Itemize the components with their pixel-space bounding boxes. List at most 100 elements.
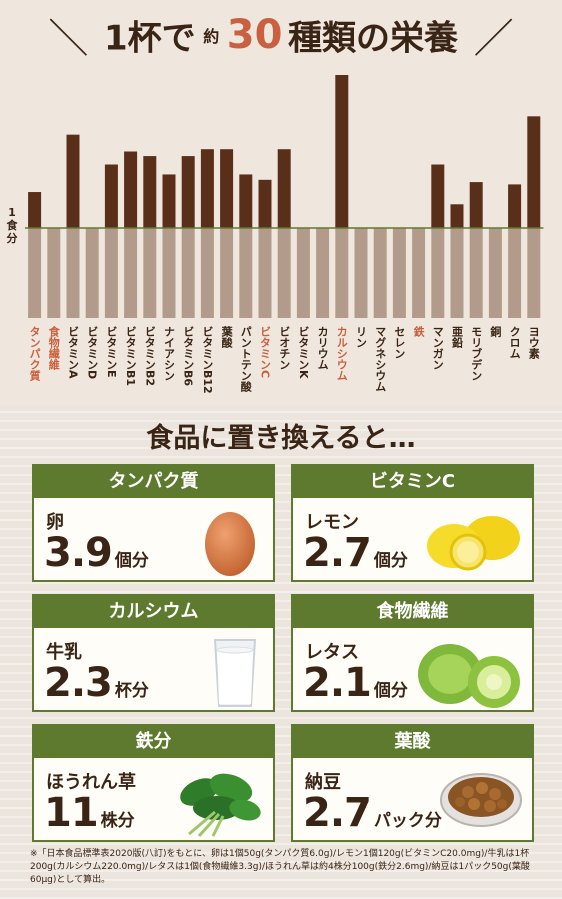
bar-2 xyxy=(66,134,80,228)
bar-10 xyxy=(220,149,234,228)
card-amount-number: 3.9 xyxy=(44,530,113,576)
category-label-9: ビタミンB12 xyxy=(201,326,214,394)
reference-label-char: 食 xyxy=(7,218,19,232)
card-folic-acid: 葉酸 納豆 2.7 パック分 xyxy=(291,724,534,842)
lettuce-icon xyxy=(418,644,520,708)
bar-9 xyxy=(200,149,214,228)
card-amount: 3.9 個分 xyxy=(44,530,149,576)
card-amount-number: 2.7 xyxy=(303,530,372,576)
card-amount-unit: 株分 xyxy=(100,811,135,831)
bar-base-6 xyxy=(143,228,157,318)
category-label-21: マンガン xyxy=(431,326,444,370)
category-label-23: モリブデン xyxy=(470,326,483,381)
natto-icon xyxy=(440,773,522,827)
milk-glass-icon xyxy=(213,639,257,707)
category-label-10: 葉酸 xyxy=(220,325,234,349)
bar-base-20 xyxy=(412,228,426,318)
category-label-17: リン xyxy=(355,326,368,348)
left-slash-decoration: ＼ xyxy=(48,16,89,62)
card-calcium: カルシウム 牛乳 2.3 杯分 xyxy=(32,594,275,712)
bar-base-3 xyxy=(85,228,99,318)
card-food-name: 牛乳 xyxy=(46,642,82,663)
bar-6 xyxy=(143,156,157,228)
category-label-14: ビタミンK xyxy=(297,326,310,379)
bar-16 xyxy=(335,75,349,228)
title-part-approx: 約 xyxy=(203,27,220,46)
card-header: 鉄分 xyxy=(34,726,273,758)
card-food-name: 納豆 xyxy=(305,772,341,793)
category-label-4: ビタミンE xyxy=(105,326,118,378)
card-amount: 2.3 杯分 xyxy=(44,660,149,706)
category-label-18: マグネシウム xyxy=(374,326,387,392)
category-label-8: ビタミンB6 xyxy=(182,326,195,387)
right-slash-decoration: ／ xyxy=(473,16,514,62)
bar-base-0 xyxy=(28,228,42,318)
category-label-20: 鉄 xyxy=(412,325,425,338)
egg-icon xyxy=(205,512,255,576)
card-vitamin-c: ビタミンC レモン 2.7 個分 xyxy=(291,464,534,582)
category-label-24: 銅 xyxy=(489,325,502,338)
category-label-6: ビタミンB2 xyxy=(143,326,156,386)
category-label-2: ビタミンA xyxy=(67,326,80,379)
card-header: 食物繊維 xyxy=(293,596,532,628)
card-dietary-fiber: 食物繊維 レタス 2.1 個分 xyxy=(291,594,534,712)
bar-base-8 xyxy=(181,228,195,318)
category-label-3: ビタミンD xyxy=(86,326,99,379)
bar-0 xyxy=(28,192,42,228)
reference-label-char: 1 xyxy=(8,206,16,219)
bar-base-4 xyxy=(104,228,118,318)
card-food-name: ほうれん草 xyxy=(46,772,136,793)
bar-base-25 xyxy=(508,228,522,318)
bar-4 xyxy=(104,164,118,228)
page-title: ＼ 1杯で 約 30 種類の栄養 ／ xyxy=(0,6,562,62)
bar-base-1 xyxy=(47,228,61,318)
bar-base-9 xyxy=(200,228,214,318)
lemon-icon xyxy=(427,516,520,571)
bar-base-24 xyxy=(488,228,502,318)
category-label-22: 亜鉛 xyxy=(451,326,464,349)
bar-13 xyxy=(277,149,291,228)
bar-base-15 xyxy=(316,228,330,318)
card-amount-unit: 個分 xyxy=(373,681,408,701)
bar-22 xyxy=(450,204,464,228)
bar-5 xyxy=(124,151,138,228)
card-amount-number: 2.7 xyxy=(303,790,372,836)
bar-base-17 xyxy=(354,228,368,318)
bar-23 xyxy=(469,182,483,228)
category-label-0: タンパク質 xyxy=(28,326,41,382)
bar-11 xyxy=(239,174,253,228)
bar-base-11 xyxy=(239,228,253,318)
card-iron: 鉄分 ほうれん草 11 株分 xyxy=(32,724,275,842)
category-label-13: ビオチン xyxy=(278,326,291,370)
bar-base-5 xyxy=(124,228,138,318)
category-label-1: 食物繊維 xyxy=(47,325,60,371)
bar-base-23 xyxy=(469,228,483,318)
card-amount-unit: 杯分 xyxy=(114,681,149,701)
bar-base-10 xyxy=(220,228,234,318)
title-part-cup: 1杯で xyxy=(103,18,196,59)
bar-base-22 xyxy=(450,228,464,318)
card-header: カルシウム xyxy=(34,596,273,628)
bar-base-21 xyxy=(431,228,445,318)
bar-8 xyxy=(181,156,195,228)
category-label-19: セレン xyxy=(393,326,406,359)
card-amount: 11 株分 xyxy=(44,790,135,836)
section-subtitle: 食品に置き換えると… xyxy=(146,423,416,454)
bar-base-14 xyxy=(296,228,310,318)
bar-7 xyxy=(162,174,176,228)
bar-base-12 xyxy=(258,228,272,318)
title-part-nutrients: 種類の栄養 xyxy=(288,18,459,59)
bar-base-18 xyxy=(373,228,387,318)
card-header: ビタミンC xyxy=(293,466,532,498)
category-label-5: ビタミンB1 xyxy=(124,326,137,386)
bar-25 xyxy=(508,184,522,228)
spinach-icon xyxy=(180,773,261,838)
card-amount-number: 2.3 xyxy=(44,660,113,706)
bar-26 xyxy=(527,116,541,228)
bar-base-26 xyxy=(527,228,541,318)
card-food-name: レタス xyxy=(305,642,359,663)
bar-base-7 xyxy=(162,228,176,318)
category-label-25: クロム xyxy=(508,326,521,359)
card-header: 葉酸 xyxy=(293,726,532,758)
